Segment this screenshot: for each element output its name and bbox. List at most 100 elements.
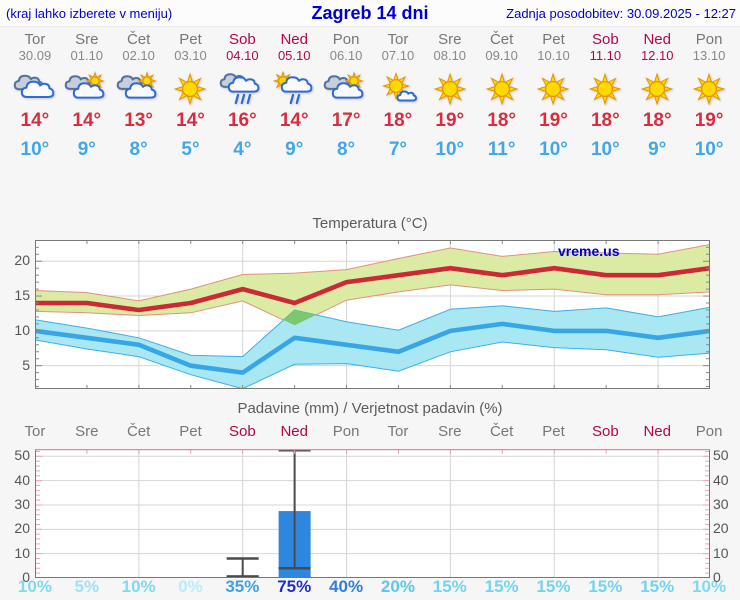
day-name: Pet (542, 31, 565, 48)
low-temp: 4° (233, 139, 252, 160)
high-temp: 13° (124, 110, 153, 131)
page-title: Zagreb 14 dni (311, 3, 429, 23)
precip-probability: 40% (329, 577, 364, 596)
day-header: Sre 08.10 (424, 32, 476, 64)
high-temp: 18° (642, 110, 672, 131)
high-temp: 14° (20, 110, 50, 131)
y-axis-label: 50 (14, 447, 30, 464)
precip-probability: 15% (588, 577, 623, 596)
day-name: Ned (643, 31, 671, 48)
day-header: Tor 07.10 (372, 31, 424, 64)
day-header: Pon 13.10 (683, 31, 735, 64)
precip-day-name: Tor (24, 423, 46, 440)
day-date: 30.09 (18, 48, 52, 63)
precip-probability: 15% (640, 577, 675, 596)
low-temp: 10° (694, 139, 724, 160)
high-temp: 14° (176, 110, 205, 131)
day-icon-cell (320, 71, 372, 107)
day-icon-cell (165, 71, 217, 107)
day-name: Čet (489, 31, 514, 48)
precip-probability: 75% (277, 577, 312, 596)
low-temp: 8° (336, 139, 356, 160)
day-header: Čet 09.10 (476, 31, 528, 64)
low-temp: 10° (20, 139, 50, 160)
precip-probability: 15% (536, 577, 571, 596)
precip-probability: 20% (380, 577, 415, 596)
high-temp: 18° (383, 110, 413, 131)
day-header: Pon 06.10 (320, 32, 372, 64)
precip-probability-row: 10% 5% 10% 0% 35% 75% 40% 20% 15% 15% 15% 15% 15% 10% (9, 577, 735, 597)
day-date: 05.10 (277, 48, 311, 63)
day-date: 04.10 (226, 48, 259, 63)
day-name: Čet (126, 31, 151, 48)
day-date: 06.10 (329, 48, 363, 63)
high-temp: 14° (72, 110, 102, 131)
low-temp: 10° (539, 139, 568, 160)
day-icon-cell (579, 71, 631, 107)
precip-day-name: Pon (332, 423, 360, 440)
precip-probability: 35% (225, 577, 260, 596)
y-axis-label: 20 (713, 520, 729, 537)
high-temp: 16° (227, 110, 257, 131)
y-axis-label: 0 (22, 569, 30, 585)
precip-probability: 10% (17, 577, 52, 596)
weather-icon-partly-cloudy (64, 71, 105, 99)
precip-day-name: Sre (75, 423, 99, 440)
weather-icon-sunny (588, 72, 622, 106)
day-name: Sob (592, 31, 619, 48)
precip-day-name: Ned (643, 423, 671, 440)
temperature-chart (35, 240, 710, 389)
weather-icon-sun-rain (272, 71, 313, 105)
weather-icon-sunny (640, 72, 674, 106)
last-update-status: Zadnja posodobitev: 30.09.2025 - 12:27 (506, 6, 736, 21)
precip-day-name: Pet (542, 423, 565, 440)
weather-icon-sunny (433, 72, 467, 106)
vreme-us-watermark: vreme.us (558, 243, 620, 259)
precip-probability: 10% (692, 577, 727, 596)
low-temp: 9° (285, 139, 304, 160)
y-axis-label: 10 (14, 544, 30, 561)
precipitation-chart-title: Padavine (mm) / Verjetnost padavin (%) (237, 400, 503, 417)
day-header: Pet 03.10 (165, 31, 217, 64)
weather-icon-rain (220, 73, 260, 105)
weather-icon-sunny (485, 72, 519, 106)
day-header: Sre 01.10 (61, 31, 113, 64)
y-axis-label: 30 (713, 495, 729, 512)
day-icon-cell (528, 71, 580, 107)
day-icon-cell (372, 71, 424, 107)
day-name: Tor (24, 31, 46, 48)
low-temp: 7° (388, 139, 407, 160)
low-temp: 5° (181, 139, 200, 160)
weather-icon-partly-cloudy (116, 71, 157, 99)
day-header: Ned 05.10 (268, 32, 320, 64)
low-temp: 9° (77, 139, 96, 160)
precip-day-name: Sob (592, 423, 619, 440)
day-name: Sre (75, 31, 99, 48)
precip-day-name: Sre (438, 423, 462, 440)
precip-day-name: Pet (179, 423, 202, 440)
low-temp: 8° (129, 139, 148, 160)
high-temp: 19° (435, 110, 465, 131)
day-name: Pet (179, 31, 202, 48)
high-temp: 19° (694, 110, 724, 131)
day-date: 03.10 (174, 48, 207, 63)
precip-probability: 15% (432, 577, 467, 596)
day-name: Sob (229, 31, 256, 48)
precip-probability: 0% (178, 577, 203, 596)
y-axis-label: 10 (14, 321, 30, 338)
day-icon-cell (683, 71, 735, 107)
day-date: 02.10 (122, 48, 155, 63)
day-date: 07.10 (381, 48, 415, 63)
day-icon-cell (113, 71, 165, 107)
precip-day-name: Čet (489, 423, 514, 440)
day-icon-cell (61, 71, 113, 107)
precip-day-name: Sob (229, 423, 256, 440)
day-icon-cell (268, 71, 320, 107)
day-name: Pon (695, 31, 723, 48)
precip-day-name: Tor (387, 423, 409, 440)
y-axis-label: 40 (713, 471, 729, 488)
high-temp: 18° (590, 110, 620, 131)
day-name: Tor (387, 31, 409, 48)
weather-icon-sunny (174, 72, 207, 106)
